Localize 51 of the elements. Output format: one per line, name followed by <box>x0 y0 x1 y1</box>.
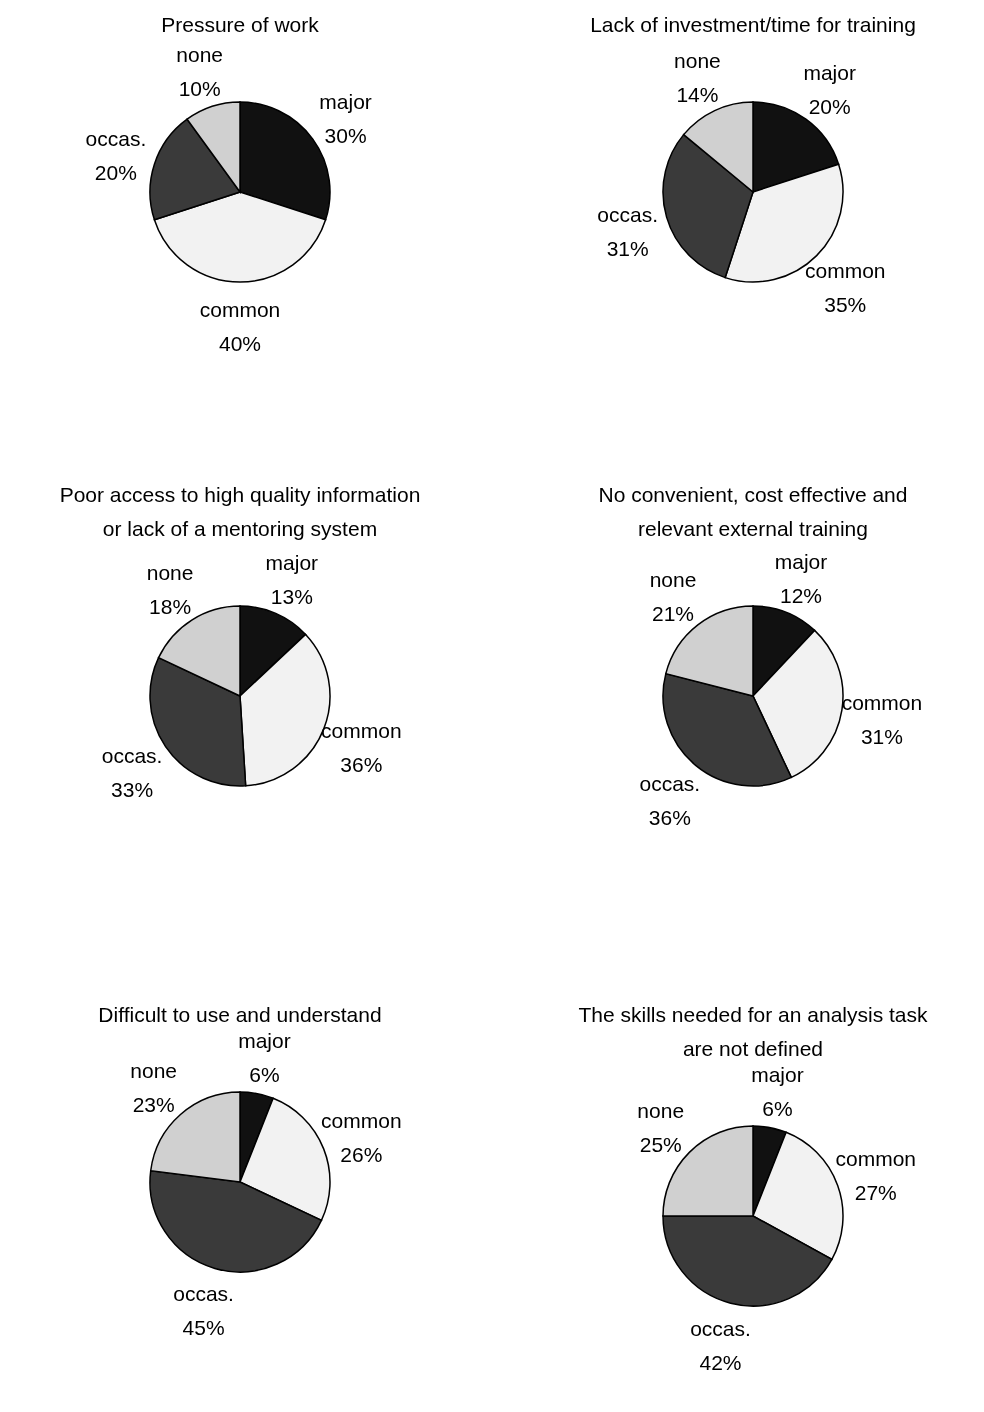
slice-label: major <box>319 90 372 114</box>
slice-label: major <box>803 61 856 85</box>
slice-label: common <box>321 719 402 743</box>
chart-title: Lack of investment/time for training <box>590 13 916 36</box>
slice-label: none <box>637 1098 685 1122</box>
slice-label: occas. <box>597 203 659 227</box>
data-label: 26% <box>340 1142 383 1166</box>
chart-title: Difficult to use and understand <box>98 1003 382 1026</box>
slice-label: common <box>805 259 886 283</box>
slice-label: major <box>238 1028 291 1052</box>
data-label: 31% <box>606 237 649 261</box>
slice-label: common <box>835 1146 917 1170</box>
slice-label: occas. <box>173 1282 234 1306</box>
data-label: 6% <box>762 1096 793 1120</box>
slice-label: occas. <box>690 1317 751 1341</box>
data-label: 33% <box>111 778 154 802</box>
slice-label: major <box>265 551 319 575</box>
data-label: 35% <box>824 293 867 317</box>
slice-label: none <box>674 48 721 72</box>
data-label: 10% <box>178 76 221 100</box>
slice-label: none <box>146 560 194 584</box>
data-label: 30% <box>324 124 367 148</box>
data-label: 20% <box>808 95 851 119</box>
data-label: 42% <box>699 1351 742 1375</box>
data-label: 40% <box>218 331 262 355</box>
chart-title: Pressure of work <box>161 13 320 36</box>
data-label: 18% <box>149 594 192 618</box>
data-label: 13% <box>270 585 313 609</box>
data-label: 21% <box>652 601 695 625</box>
data-label: 31% <box>860 725 903 749</box>
slice-label: major <box>751 1062 804 1086</box>
data-label: 20% <box>94 160 137 184</box>
slice-label: occas. <box>639 771 701 795</box>
data-label: 23% <box>132 1093 175 1117</box>
data-label: 6% <box>249 1062 280 1086</box>
data-label: 27% <box>854 1180 897 1204</box>
slice-label: common <box>199 297 281 321</box>
data-label: 12% <box>780 583 823 607</box>
data-label: 45% <box>182 1316 225 1340</box>
slice-label: occas. <box>85 126 147 150</box>
data-label: 36% <box>648 805 691 829</box>
slice-label: occas. <box>101 744 163 768</box>
slice-label: major <box>774 549 828 573</box>
slice-label: common <box>841 691 923 715</box>
slice-label: common <box>321 1108 402 1132</box>
slice-label: none <box>130 1059 178 1083</box>
data-label: 14% <box>676 82 719 106</box>
data-label: 36% <box>340 753 383 777</box>
slice-label: none <box>649 567 697 591</box>
slice-label: none <box>176 42 224 66</box>
data-label: 25% <box>639 1132 682 1156</box>
